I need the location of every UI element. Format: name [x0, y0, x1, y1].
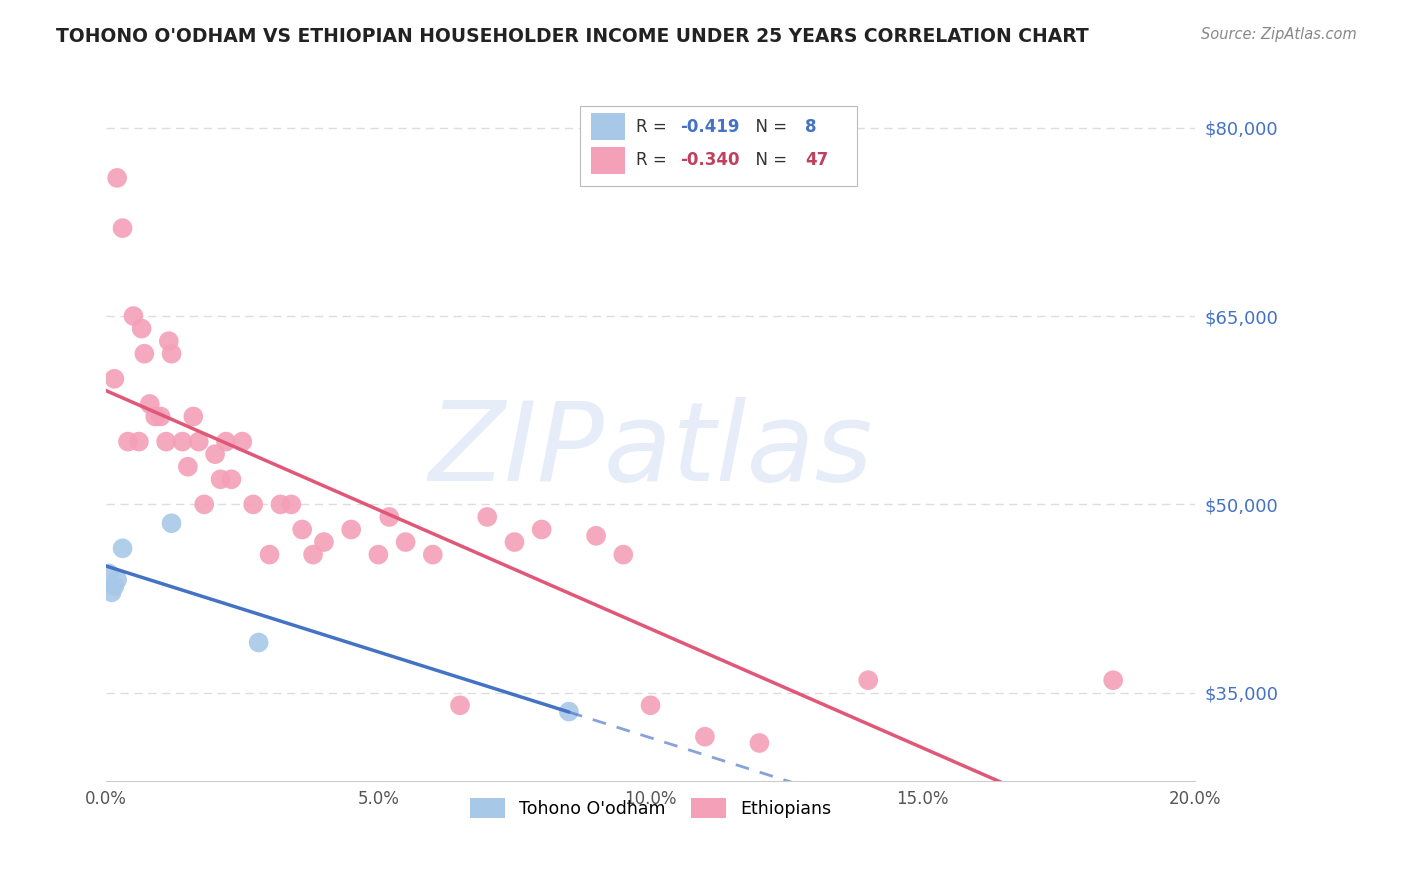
Text: N =: N =	[745, 118, 793, 136]
Text: 8: 8	[806, 118, 817, 136]
Point	[259, 548, 281, 562]
Point	[302, 548, 325, 562]
Point	[105, 170, 128, 185]
Point	[117, 434, 139, 449]
Point	[160, 516, 183, 531]
Point	[231, 434, 253, 449]
Point	[280, 497, 302, 511]
Point	[367, 548, 389, 562]
Text: -0.340: -0.340	[681, 152, 740, 169]
Point	[139, 397, 162, 411]
Point	[585, 529, 607, 543]
Point	[193, 497, 215, 511]
Point	[640, 698, 662, 713]
Point	[122, 309, 145, 323]
Point	[181, 409, 204, 424]
Point	[105, 573, 128, 587]
Point	[394, 535, 416, 549]
Point	[134, 347, 156, 361]
Point	[558, 705, 581, 719]
Point	[242, 497, 264, 511]
Point	[1102, 673, 1125, 688]
Point	[157, 334, 180, 348]
Point	[215, 434, 238, 449]
Point	[221, 472, 243, 486]
Point	[111, 541, 134, 556]
FancyBboxPatch shape	[579, 105, 858, 186]
Point	[378, 510, 401, 524]
Point	[247, 635, 270, 649]
Text: -0.419: -0.419	[681, 118, 740, 136]
Point	[612, 548, 634, 562]
Point	[187, 434, 209, 449]
Point	[269, 497, 291, 511]
Text: R =: R =	[637, 118, 672, 136]
Point	[209, 472, 232, 486]
Legend: Tohono O'odham, Ethiopians: Tohono O'odham, Ethiopians	[463, 791, 838, 825]
FancyBboxPatch shape	[591, 147, 626, 174]
Point	[422, 548, 444, 562]
Point	[204, 447, 226, 461]
Text: R =: R =	[637, 152, 672, 169]
Point	[131, 321, 153, 335]
Point	[449, 698, 471, 713]
Point	[155, 434, 177, 449]
Text: Source: ZipAtlas.com: Source: ZipAtlas.com	[1201, 27, 1357, 42]
Point	[340, 523, 363, 537]
Point	[143, 409, 166, 424]
Point	[128, 434, 150, 449]
Point	[748, 736, 770, 750]
Text: ZIPatlas: ZIPatlas	[429, 397, 873, 504]
Point	[291, 523, 314, 537]
Point	[100, 585, 122, 599]
Text: 47: 47	[806, 152, 828, 169]
Point	[693, 730, 716, 744]
Point	[477, 510, 499, 524]
Point	[103, 579, 125, 593]
Text: TOHONO O'ODHAM VS ETHIOPIAN HOUSEHOLDER INCOME UNDER 25 YEARS CORRELATION CHART: TOHONO O'ODHAM VS ETHIOPIAN HOUSEHOLDER …	[56, 27, 1090, 45]
Point	[160, 347, 183, 361]
Point	[858, 673, 880, 688]
Point	[103, 372, 125, 386]
Text: N =: N =	[745, 152, 793, 169]
Point	[97, 566, 120, 581]
FancyBboxPatch shape	[591, 113, 626, 140]
Point	[503, 535, 526, 549]
Point	[177, 459, 200, 474]
Point	[111, 221, 134, 235]
Point	[530, 523, 553, 537]
Point	[172, 434, 194, 449]
Point	[312, 535, 335, 549]
Point	[149, 409, 172, 424]
